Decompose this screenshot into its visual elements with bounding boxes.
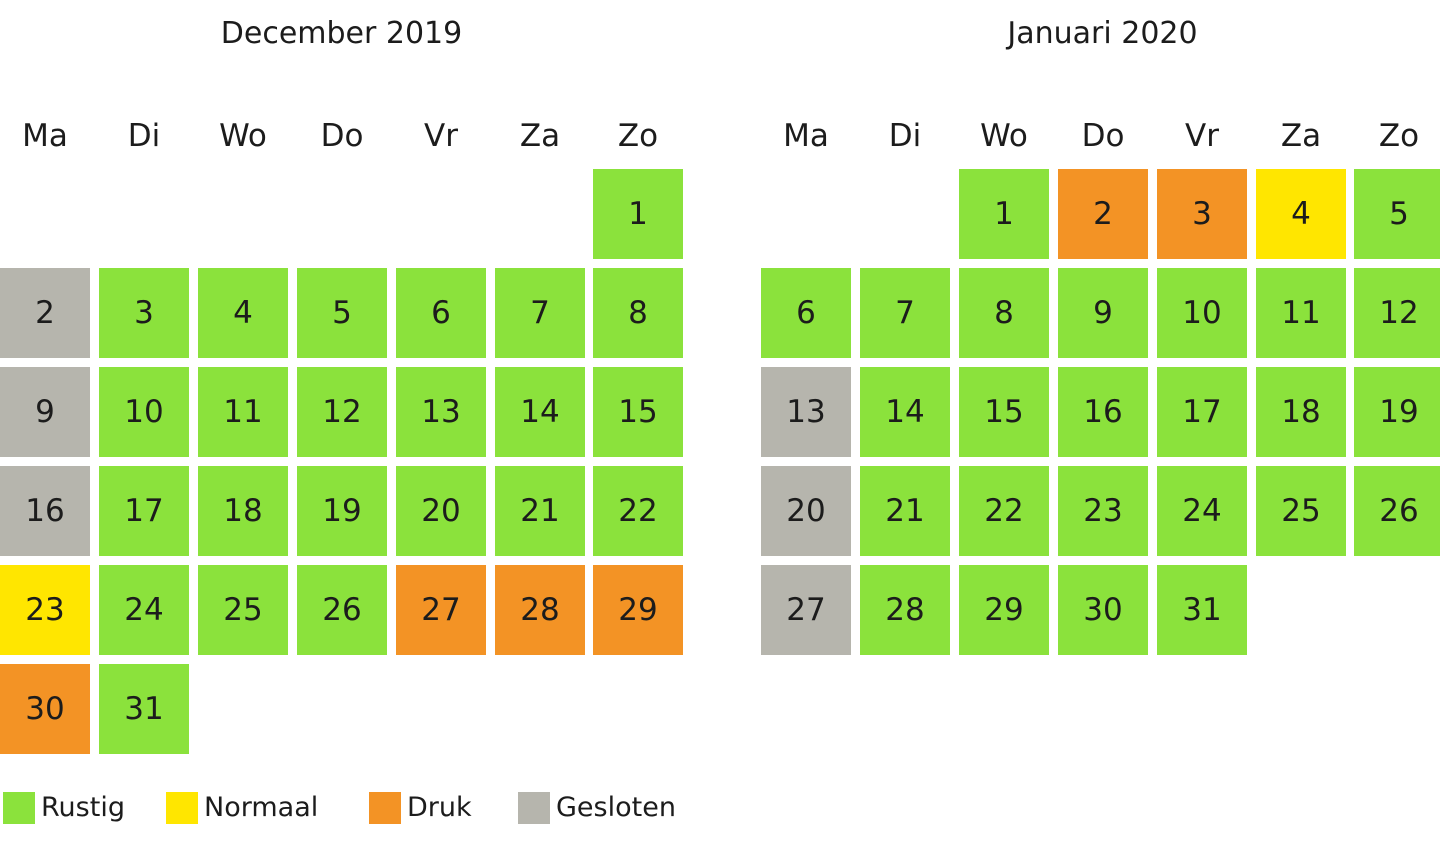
day-cell[interactable]: 30: [0, 664, 90, 754]
day-cell[interactable]: 16: [0, 466, 90, 556]
day-cell[interactable]: 4: [1256, 169, 1346, 259]
day-cell[interactable]: 18: [1256, 367, 1346, 457]
day-cell[interactable]: 10: [99, 367, 189, 457]
weekday-header: Do: [320, 118, 364, 154]
day-cell[interactable]: 26: [1354, 466, 1440, 556]
weekday-header: Do: [1081, 118, 1125, 154]
weekday-header: Vr: [1185, 118, 1219, 154]
day-cell[interactable]: 10: [1157, 268, 1247, 358]
day-cell[interactable]: 12: [297, 367, 387, 457]
day-cell[interactable]: 5: [297, 268, 387, 358]
day-cell[interactable]: 20: [396, 466, 486, 556]
day-cell[interactable]: 26: [297, 565, 387, 655]
day-cell[interactable]: 24: [99, 565, 189, 655]
day-cell[interactable]: 11: [1256, 268, 1346, 358]
weekday-header: Zo: [1378, 118, 1420, 154]
legend-item-druk: Druk: [369, 790, 472, 826]
day-cell[interactable]: 15: [593, 367, 683, 457]
calendar-title: Januari 2020: [1007, 16, 1198, 51]
weekday-header: Wo: [219, 118, 267, 154]
legend-label: Normaal: [204, 792, 319, 823]
day-cell[interactable]: 9: [0, 367, 90, 457]
legend-item-gesloten: Gesloten: [518, 790, 676, 826]
day-cell[interactable]: 1: [959, 169, 1049, 259]
legend-label: Rustig: [41, 792, 125, 823]
day-cell[interactable]: 13: [396, 367, 486, 457]
day-cell[interactable]: 25: [198, 565, 288, 655]
day-cell[interactable]: 20: [761, 466, 851, 556]
legend-swatch-normaal: [166, 792, 198, 824]
day-cell[interactable]: 27: [761, 565, 851, 655]
day-cell[interactable]: 3: [99, 268, 189, 358]
day-cell[interactable]: 23: [0, 565, 90, 655]
day-cell[interactable]: 22: [959, 466, 1049, 556]
day-cell[interactable]: 21: [860, 466, 950, 556]
legend-item-rustig: Rustig: [3, 790, 125, 826]
legend-swatch-gesloten: [518, 792, 550, 824]
day-cell[interactable]: 21: [495, 466, 585, 556]
day-cell[interactable]: 23: [1058, 466, 1148, 556]
legend-swatch-druk: [369, 792, 401, 824]
day-cell[interactable]: 15: [959, 367, 1049, 457]
weekday-header: Di: [888, 118, 922, 154]
calendar-title: December 2019: [220, 16, 463, 51]
day-cell[interactable]: 25: [1256, 466, 1346, 556]
day-cell[interactable]: 29: [959, 565, 1049, 655]
day-cell[interactable]: 7: [495, 268, 585, 358]
day-cell[interactable]: 14: [495, 367, 585, 457]
weekday-header: Di: [127, 118, 161, 154]
day-cell[interactable]: 7: [860, 268, 950, 358]
day-cell[interactable]: 24: [1157, 466, 1247, 556]
day-cell[interactable]: 2: [1058, 169, 1148, 259]
weekday-header: Ma: [22, 118, 68, 154]
day-cell[interactable]: 6: [396, 268, 486, 358]
day-cell[interactable]: 16: [1058, 367, 1148, 457]
day-cell[interactable]: 28: [860, 565, 950, 655]
day-cell[interactable]: 14: [860, 367, 950, 457]
day-cell[interactable]: 1: [593, 169, 683, 259]
day-cell[interactable]: 22: [593, 466, 683, 556]
day-cell[interactable]: 28: [495, 565, 585, 655]
weekday-header: Vr: [424, 118, 458, 154]
day-cell[interactable]: 19: [297, 466, 387, 556]
legend-label: Druk: [407, 792, 472, 823]
weekday-header: Wo: [980, 118, 1028, 154]
day-cell[interactable]: 12: [1354, 268, 1440, 358]
weekday-header: Za: [1280, 118, 1322, 154]
weekday-header: Ma: [783, 118, 829, 154]
day-cell[interactable]: 8: [593, 268, 683, 358]
day-cell[interactable]: 5: [1354, 169, 1440, 259]
day-cell[interactable]: 31: [99, 664, 189, 754]
legend-swatch-rustig: [3, 792, 35, 824]
day-cell[interactable]: 18: [198, 466, 288, 556]
day-cell[interactable]: 17: [99, 466, 189, 556]
day-cell[interactable]: 3: [1157, 169, 1247, 259]
day-cell[interactable]: 2: [0, 268, 90, 358]
day-cell[interactable]: 8: [959, 268, 1049, 358]
legend-item-normaal: Normaal: [166, 790, 318, 826]
day-cell[interactable]: 27: [396, 565, 486, 655]
weekday-header: Zo: [617, 118, 659, 154]
day-cell[interactable]: 17: [1157, 367, 1247, 457]
day-cell[interactable]: 6: [761, 268, 851, 358]
legend-label: Gesloten: [556, 792, 676, 823]
day-cell[interactable]: 4: [198, 268, 288, 358]
day-cell[interactable]: 11: [198, 367, 288, 457]
weekday-header: Za: [519, 118, 561, 154]
day-cell[interactable]: 31: [1157, 565, 1247, 655]
day-cell[interactable]: 29: [593, 565, 683, 655]
day-cell[interactable]: 30: [1058, 565, 1148, 655]
day-cell[interactable]: 19: [1354, 367, 1440, 457]
day-cell[interactable]: 13: [761, 367, 851, 457]
day-cell[interactable]: 9: [1058, 268, 1148, 358]
